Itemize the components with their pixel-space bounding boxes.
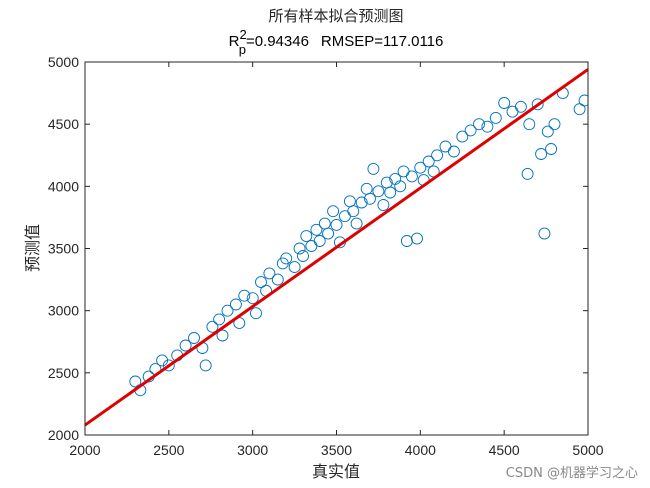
data-point xyxy=(431,149,444,162)
rmsep-value: RMSEP=117.0116 xyxy=(321,33,443,50)
data-point xyxy=(521,167,534,180)
data-point xyxy=(405,170,418,183)
data-point xyxy=(350,217,363,230)
x-tick-label: 3500 xyxy=(321,442,352,458)
r-squared-value: =0.94346 xyxy=(246,33,309,50)
data-point xyxy=(238,289,251,302)
data-point xyxy=(280,252,293,265)
y-tick-label: 4500 xyxy=(48,116,79,132)
data-point xyxy=(578,94,588,107)
data-point xyxy=(535,148,548,160)
data-point xyxy=(293,242,306,255)
data-point xyxy=(216,329,229,342)
data-point xyxy=(548,118,561,131)
data-point xyxy=(367,162,380,175)
y-tick-label: 2000 xyxy=(48,427,79,443)
data-point xyxy=(213,313,226,326)
y-tick-label: 3500 xyxy=(48,241,79,257)
data-point xyxy=(221,304,234,317)
data-point xyxy=(538,227,551,240)
data-point xyxy=(288,261,301,274)
data-point xyxy=(531,98,544,111)
data-point xyxy=(355,196,368,209)
data-point xyxy=(514,100,527,113)
data-point xyxy=(481,120,494,133)
data-point xyxy=(422,155,435,168)
fit-line xyxy=(84,68,589,427)
y-tick-label: 5000 xyxy=(48,54,79,70)
x-axis-label: 真实值 xyxy=(312,462,360,481)
data-point xyxy=(179,339,192,352)
x-tick-label: 4500 xyxy=(489,442,520,458)
data-point xyxy=(394,180,407,193)
r-squared-superscript: 2 xyxy=(239,27,246,42)
data-point xyxy=(271,273,284,286)
data-point xyxy=(313,235,326,247)
data-point xyxy=(297,250,309,262)
data-point xyxy=(199,359,212,372)
data-point xyxy=(310,223,323,236)
data-point xyxy=(162,359,175,372)
r-squared-subscript: p xyxy=(239,42,246,57)
data-point xyxy=(473,118,485,131)
x-tick-label: 2000 xyxy=(69,442,100,458)
chart-title: 所有样本拟合预测图 xyxy=(268,7,403,25)
chart-subtitle: R2 p=0.94346 RMSEP=117.0116 xyxy=(229,27,444,57)
data-point xyxy=(384,186,397,199)
axis-ticks: 2000 2500 3000 3500 4000 4500 5000 2000 2500 3000… xyxy=(48,54,604,458)
y-tick-label: 3000 xyxy=(48,303,79,319)
data-point xyxy=(206,320,219,333)
data-point xyxy=(447,145,460,158)
data-point xyxy=(541,125,554,138)
data-point xyxy=(255,276,267,289)
data-point xyxy=(229,298,242,311)
data-point xyxy=(300,230,313,243)
data-point xyxy=(372,185,385,198)
x-tick-label: 4000 xyxy=(405,442,436,458)
data-point xyxy=(489,111,502,124)
r-squared-symbol: R xyxy=(229,33,240,50)
data-point xyxy=(188,332,200,344)
y-tick-label: 2500 xyxy=(48,365,79,381)
data-point xyxy=(246,292,259,305)
data-point xyxy=(498,97,511,109)
data-point xyxy=(327,205,340,218)
data-point xyxy=(364,192,376,205)
x-tick-label: 2500 xyxy=(153,442,184,458)
x-tick-label: 3000 xyxy=(237,442,268,458)
y-axis-label: 预测值 xyxy=(23,224,42,272)
data-point xyxy=(250,307,262,320)
data-point xyxy=(545,143,558,155)
x-tick-label: 5000 xyxy=(572,442,603,458)
data-point xyxy=(322,227,335,240)
watermark: CSDN @机器学习之心 xyxy=(506,465,638,481)
data-point xyxy=(523,118,536,131)
data-point xyxy=(377,199,390,211)
y-tick-label: 4000 xyxy=(48,178,79,194)
data-point xyxy=(414,161,427,174)
data-point xyxy=(330,218,343,231)
data-point xyxy=(456,130,469,143)
data-point xyxy=(347,205,360,218)
data-point xyxy=(263,267,276,280)
data-point xyxy=(464,124,477,137)
data-point xyxy=(411,232,423,245)
